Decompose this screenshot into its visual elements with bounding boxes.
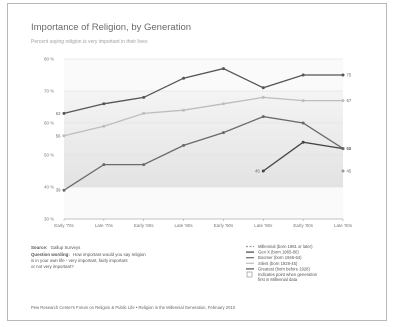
- data-point: [182, 76, 186, 80]
- data-point: [301, 140, 305, 144]
- end-value-label: 75: [347, 73, 352, 78]
- data-point: [261, 115, 265, 119]
- data-point: [341, 147, 345, 151]
- end-value-label: 52: [347, 146, 352, 151]
- data-point: [301, 121, 305, 125]
- y-tick-label: 60 %: [44, 121, 54, 126]
- data-point: [261, 86, 265, 90]
- data-point: [341, 99, 345, 103]
- series-line: [63, 67, 343, 115]
- data-point: [301, 99, 305, 103]
- footer-note: Pew Research Center's Forum on Religion …: [31, 305, 236, 310]
- legend-label: Boomer (born 1946-64): [258, 255, 302, 260]
- question-wording-line: or not very important?: [31, 264, 74, 269]
- start-value-label: 45: [255, 169, 260, 174]
- data-point: [341, 169, 345, 173]
- x-tick-label: Early '00s: [293, 223, 313, 228]
- end-value-label: 45: [347, 169, 352, 174]
- data-point: [261, 95, 265, 99]
- data-point: [341, 73, 345, 77]
- data-point: [62, 134, 66, 138]
- data-point: [142, 95, 146, 99]
- svg-text:Question wording: How im: Question wording: How important would yo…: [31, 252, 146, 257]
- svg-text:Source: Gallup Surveys: Source: Gallup Surveys: [31, 245, 81, 250]
- source-label: Source:: [31, 245, 48, 250]
- x-tick-label: Late '00s: [334, 223, 353, 228]
- legend-note-line: Indicates point when generation: [258, 272, 318, 277]
- x-tick-label: Late '90s: [254, 223, 273, 228]
- question-wording-line: How important would you say religion: [73, 252, 146, 257]
- chart-subtitle: Percent saying religion is very importan…: [31, 39, 148, 45]
- end-value-label: 67: [347, 98, 352, 103]
- data-point: [182, 108, 186, 112]
- x-tick-label: Early '70s: [54, 223, 74, 228]
- data-point: [301, 73, 305, 77]
- data-point: [62, 111, 66, 115]
- series-line: [63, 96, 343, 137]
- chart-svg: Importance of Religion, by Generation Pe…: [31, 22, 353, 310]
- series-line: [63, 115, 344, 191]
- x-tick-label: Early '80s: [134, 223, 154, 228]
- start-value-label: 39: [56, 188, 61, 193]
- legend-label: Millennial (born 1981 or later): [258, 244, 313, 249]
- legend-label: Greatest (born before 1928): [258, 266, 311, 271]
- chart-title: Importance of Religion, by Generation: [31, 22, 191, 33]
- x-tick-label: Late '80s: [175, 223, 194, 228]
- legend-note-line: first in Millennial data: [258, 277, 298, 282]
- data-point: [221, 102, 225, 106]
- start-value-label: 63: [56, 111, 61, 116]
- legend-note-marker: [246, 271, 253, 278]
- x-tick-label: Early '90s: [214, 223, 234, 228]
- data-point: [102, 102, 106, 106]
- y-tick-label: 30 %: [44, 217, 54, 222]
- source-text: Gallup Surveys: [51, 245, 82, 250]
- y-tick-label: 50 %: [44, 153, 54, 158]
- chart-card: Importance of Religion, by Generation Pe…: [7, 3, 387, 321]
- legend: Millennial (born 1981 or later)Gen X (bo…: [246, 244, 318, 282]
- question-wording-label: Question wording:: [31, 252, 70, 257]
- source-block: Source: Gallup Surveys Question wording:…: [31, 245, 146, 269]
- data-point: [182, 143, 186, 147]
- y-tick-label: 40 %: [44, 185, 54, 190]
- legend-label: Gen X (born 1965-80): [258, 250, 299, 255]
- data-point: [142, 163, 146, 167]
- y-tick-label: 80 %: [44, 57, 54, 62]
- data-point: [62, 188, 66, 192]
- data-point: [102, 163, 106, 167]
- data-point: [102, 124, 106, 128]
- question-wording-line: is in your own life - very important, fa…: [31, 258, 128, 263]
- start-value-label: 56: [56, 133, 61, 138]
- y-tick-label: 70 %: [44, 89, 54, 94]
- end-value-label: 60: [347, 146, 352, 151]
- data-point: [221, 131, 225, 135]
- data-point: [142, 111, 146, 115]
- data-point: [221, 67, 225, 71]
- x-tick-label: Late '70s: [95, 223, 114, 228]
- data-point: [261, 169, 265, 173]
- legend-label: Silent (born 1928-45): [258, 261, 298, 266]
